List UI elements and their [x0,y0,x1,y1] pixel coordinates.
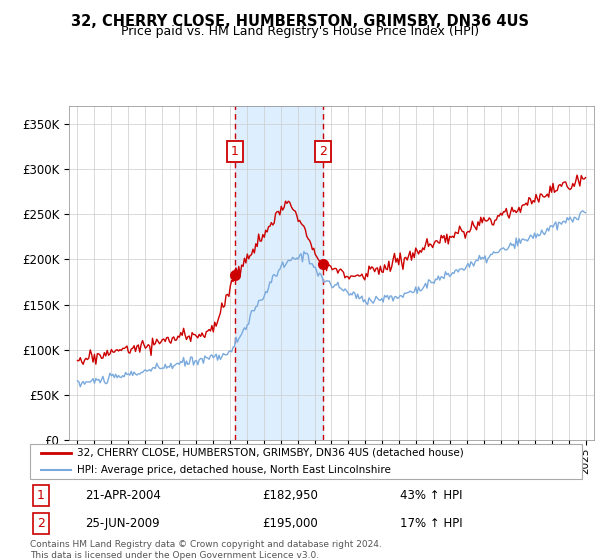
Text: 25-JUN-2009: 25-JUN-2009 [85,517,160,530]
FancyBboxPatch shape [30,444,582,479]
Text: £195,000: £195,000 [262,517,317,530]
Text: 21-APR-2004: 21-APR-2004 [85,489,161,502]
Text: 32, CHERRY CLOSE, HUMBERSTON, GRIMSBY, DN36 4US (detached house): 32, CHERRY CLOSE, HUMBERSTON, GRIMSBY, D… [77,448,464,458]
Text: 17% ↑ HPI: 17% ↑ HPI [400,517,463,530]
Bar [235,106,323,440]
Text: £182,950: £182,950 [262,489,318,502]
Text: 1: 1 [231,145,239,158]
Text: 32, CHERRY CLOSE, HUMBERSTON, GRIMSBY, DN36 4US: 32, CHERRY CLOSE, HUMBERSTON, GRIMSBY, D… [71,14,529,29]
Text: 1: 1 [37,489,45,502]
Text: 43% ↑ HPI: 43% ↑ HPI [400,489,463,502]
Text: 2: 2 [319,145,327,158]
Text: Contains HM Land Registry data © Crown copyright and database right 2024.
This d: Contains HM Land Registry data © Crown c… [30,540,382,560]
Text: HPI: Average price, detached house, North East Lincolnshire: HPI: Average price, detached house, Nort… [77,465,391,475]
Text: 2: 2 [37,517,45,530]
Text: Price paid vs. HM Land Registry's House Price Index (HPI): Price paid vs. HM Land Registry's House … [121,25,479,38]
